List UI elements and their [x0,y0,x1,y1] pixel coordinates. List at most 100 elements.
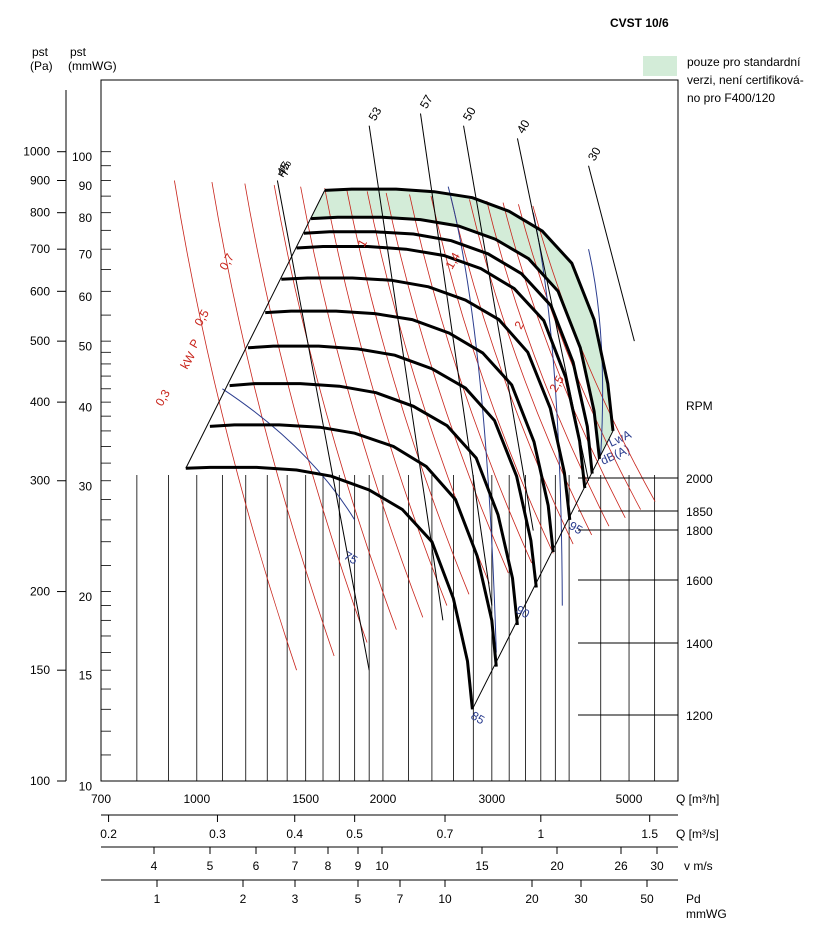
efficiency-line [516,138,590,481]
rpm-curve-1800 [296,245,587,489]
legend-line-2: verzi, není certifiková- [687,73,804,87]
noise-value-label: 95 [567,518,586,537]
x-label-pd: Pd [686,892,701,906]
efficiency-line [419,113,493,606]
q-m3h-tick-label: 1500 [292,792,319,806]
velocity-tick-label: 10 [375,859,389,873]
power-value-label: 0,7 [216,251,237,273]
pa-tick-label: 1000 [23,145,50,159]
efficiency-line [276,180,370,671]
power-line [518,204,641,510]
q-m3h-tick-label: 5000 [616,792,643,806]
efficiency-line-label: 30 [585,144,604,163]
pd-tick-label: 3 [292,892,299,906]
rpm-curve-1300 [209,423,498,667]
y-left-mmwg-unit: (mmWG) [68,59,117,73]
envelope-right [471,430,614,710]
y-left-pa-label: pst [32,45,49,59]
q-m3s-tick-label: 0.4 [286,827,303,841]
efficiency-line-label: 57 [417,92,436,111]
power-line [469,199,592,536]
velocity-tick-label: 4 [151,859,158,873]
power-line [532,205,656,502]
q-m3h-tick-label: 1000 [183,792,210,806]
efficiency-line [588,165,635,342]
mmwg-tick-label: 60 [79,290,93,304]
power-line [324,188,448,606]
power-value-label: 1,4 [442,250,463,272]
noise-value-label: 90 [514,602,533,621]
rpm-label: RPM [686,399,713,413]
mmwg-tick-label: 20 [79,590,93,604]
pa-tick-label: 150 [30,663,50,677]
mmwg-tick-label: 70 [79,248,93,262]
q-m3h-tick-label: 3000 [478,792,505,806]
efficiency-line [463,125,534,531]
noise-line [222,388,356,521]
velocity-tick-label: 26 [614,859,628,873]
rpm-curve-1700 [281,276,572,521]
power-line [409,194,533,564]
rpm-curve-1400 [229,382,519,626]
pd-tick-label: 2 [240,892,247,906]
efficiency-line-label: 50 [460,104,479,123]
q-m3s-tick-label: 0.7 [437,827,454,841]
efficiency-line [368,125,444,621]
plot-frame [100,79,679,782]
rpm-curve-1600 [265,309,555,553]
rpm-tick-label: 1200 [686,709,713,723]
power-value-label: 0,5 [191,307,212,329]
q-m3s-tick-label: 1 [537,827,544,841]
power-unit: kW [177,349,198,372]
pd-tick-label: 50 [640,892,654,906]
x-label-m3s: Q [m³/s] [676,827,719,841]
mmwg-tick-label: 15 [79,669,93,683]
efficiency-line-label: 45 [274,159,293,178]
efficiency-line-label: 40 [514,117,533,136]
pd-tick-label: 10 [438,892,452,906]
pa-tick-label: 400 [30,395,50,409]
pa-tick-label: 300 [30,474,50,488]
rpm-curve-1500 [247,344,538,588]
velocity-tick-label: 30 [650,859,664,873]
q-m3s-tick-label: 0.3 [209,827,226,841]
q-m3h-tick-label: 700 [91,792,111,806]
velocity-tick-label: 5 [207,859,214,873]
legend-line-3: no pro F400/120 [687,91,775,105]
velocity-tick-label: 6 [253,859,260,873]
mmwg-tick-label: 10 [79,780,93,794]
velocity-tick-label: 20 [550,859,564,873]
pd-tick-label: 5 [355,892,362,906]
rpm-tick-label: 1850 [686,505,713,519]
pd-tick-label: 1 [154,892,161,906]
y-left-pa-unit: (Pa) [30,59,53,73]
velocity-tick-label: 15 [475,859,489,873]
x-label-pd-unit: mmWG [686,907,727,921]
standard-version-area [311,189,613,459]
legend-line-1: pouze pro standardní [687,55,801,69]
rpm-tick-label: 1400 [686,637,713,651]
noise-value-label: 85 [469,708,488,727]
legend-swatch [643,56,677,76]
velocity-tick-label: 9 [355,859,362,873]
power-line [486,200,610,527]
rpm-tick-label: 1800 [686,524,713,538]
pa-tick-label: 600 [30,284,50,298]
plot-layer: 1000900800700600500400300200150100100908… [23,79,713,906]
pa-tick-label: 500 [30,334,50,348]
x-label-m3h: Q [m³/h] [676,792,719,806]
noise-line [588,249,604,455]
q-m3h-tick-label: 2000 [370,792,397,806]
mmwg-tick-label: 80 [79,211,93,225]
pa-tick-label: 800 [30,206,50,220]
envelope-left [185,190,326,469]
power-label: P [186,337,202,351]
q-m3s-tick-label: 0.5 [346,827,363,841]
pd-tick-label: 7 [397,892,404,906]
mmwg-tick-label: 40 [79,401,93,415]
rpm-curve-2000 [324,187,615,432]
power-line [300,186,424,618]
y-left-mmwg-label: pst [70,45,87,59]
rpm-curve-1850 [303,230,594,474]
